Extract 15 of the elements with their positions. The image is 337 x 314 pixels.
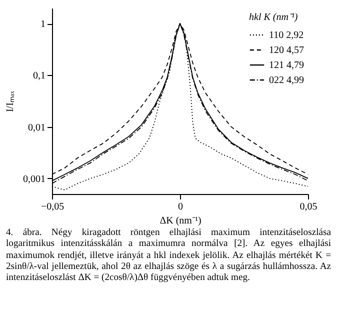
x-tick-label: 0,05 <box>300 202 318 212</box>
x-tick-label: −0,05 <box>40 202 64 212</box>
y-axis-title: I/Iₘₐₓ <box>5 90 16 112</box>
legend-title: hkl K (nm⁻¹) <box>249 12 298 23</box>
legend-label: 022 4,99 <box>269 75 304 86</box>
legend-label: 120 4,57 <box>269 45 304 56</box>
y-tick-label: 0,01 <box>28 122 46 134</box>
x-axis-title: ΔK (nm⁻¹) <box>160 216 202 226</box>
legend-label: 110 2,92 <box>269 30 304 41</box>
legend-label: 121 4,79 <box>269 60 304 71</box>
x-tick-label: 0 <box>178 202 183 212</box>
y-tick-label: 0,1 <box>33 70 46 82</box>
y-tick-label: 0,001 <box>23 174 46 185</box>
text: 4. ábra. Négy kiragadott röntgen elhajlási maximum intenzitáseloszlása logaritmikus intenzitásskálán a maximumra normálva [2]. Az egyes elhajlási maximumok rendjét, illetve irányát a hkl indexek jelölik. Az elhajlás mértékét K = 2sinθ/λ-val jellemeztük, ahol 2θ az elhajlás szöge és λ a sugárzás hullámhossza. Az intenzitáseloszlást ΔK = (2cosθ/λ)Δθ függvényében adtuk meg. <box>6 227 331 284</box>
y-tick-label: 1 <box>40 19 46 30</box>
